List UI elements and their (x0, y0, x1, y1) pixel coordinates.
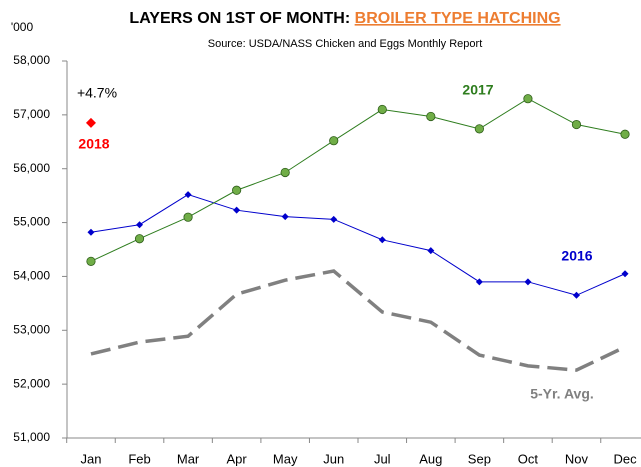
point (183, 212, 193, 222)
x-tick-label: Feb (128, 451, 150, 466)
point (86, 256, 96, 266)
point (378, 236, 386, 244)
y-tick-label: 53,000 (13, 322, 50, 336)
point (377, 104, 387, 115)
series-label: 2017 (462, 82, 493, 98)
point (233, 206, 241, 214)
point (330, 215, 338, 223)
point (85, 117, 96, 128)
series-label: 2016 (561, 248, 592, 264)
point (523, 94, 533, 104)
x-tick-label: Sep (468, 451, 491, 466)
point (621, 270, 629, 278)
point (136, 221, 144, 229)
point (281, 213, 289, 221)
point (426, 111, 436, 122)
y-tick-label: 51,000 (13, 430, 50, 444)
series-line (90, 98, 626, 262)
x-tick-label: Jun (323, 451, 344, 466)
chart-subtitle: Source: USDA/NASS Chicken and Eggs Month… (208, 38, 483, 50)
x-tick-label: Oct (518, 451, 539, 466)
label-background (522, 383, 602, 407)
point (134, 234, 145, 244)
point (87, 228, 95, 236)
point (475, 278, 483, 286)
title-part: LAYERS ON 1ST OF MONTH: (129, 10, 350, 27)
x-tick-label: Jan (80, 451, 101, 466)
y-tick-label: 56,000 (13, 161, 50, 175)
point (184, 191, 192, 199)
point (232, 185, 242, 195)
x-tick-label: Nov (565, 451, 589, 466)
y-tick-label: 58,000 (13, 53, 50, 67)
point (571, 119, 582, 130)
point (329, 136, 339, 146)
y-tick-label: 57,000 (13, 107, 50, 121)
x-tick-label: May (273, 451, 298, 466)
chart-title: LAYERS ON 1ST OF MONTH: BROILER TYPE HAT… (129, 10, 560, 27)
point (280, 167, 290, 178)
point (524, 278, 532, 286)
y-tick-label: 54,000 (13, 269, 50, 283)
point (474, 124, 484, 134)
x-tick-label: Jul (374, 451, 391, 466)
x-tick-label: Mar (177, 451, 200, 466)
y-tick-label: 52,000 (13, 376, 50, 390)
x-tick-label: Dec (613, 451, 637, 466)
series-line (90, 269, 626, 372)
point (572, 291, 580, 299)
y-tick-label: 55,000 (13, 215, 50, 229)
series-label: 2018 (78, 136, 109, 152)
point (620, 129, 630, 139)
series-line (90, 194, 626, 296)
x-tick-label: Apr (227, 451, 248, 466)
annotation: +4.7% (77, 85, 117, 101)
title-highlight: BROILER TYPE HATCHING (355, 10, 561, 27)
y-unit-label: '000 (11, 20, 34, 34)
point (427, 247, 435, 255)
series-label: 5-Yr. Avg. (530, 386, 594, 402)
x-tick-label: Aug (419, 451, 442, 466)
